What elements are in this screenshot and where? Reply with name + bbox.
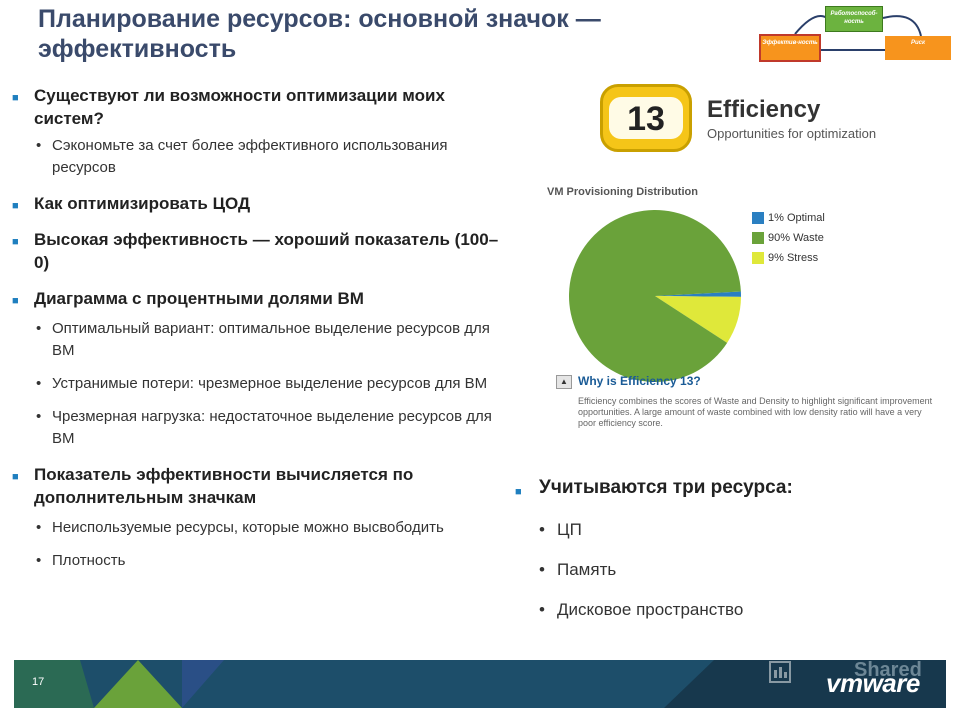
efficiency-score: 13 (627, 100, 665, 138)
legend-label: 1% Optimal (768, 212, 825, 224)
efficiency-score-badge: 13 (600, 84, 692, 152)
pie-slice-optimal (655, 291, 741, 297)
chart-title: VM Provisioning Distribution (547, 186, 698, 198)
mini-box-risk: Риск (885, 36, 951, 60)
mini-diagram: Работоспособ-ность Эффектив-ность Риск (755, 4, 960, 64)
legend-label: 9% Stress (768, 252, 819, 264)
pie-slice-waste (569, 209, 741, 382)
dot-bullet-icon: • (36, 408, 42, 425)
square-bullet-icon: ■ (515, 486, 522, 498)
square-bullet-icon: ■ (12, 200, 19, 212)
bullet-5: ■ Показатель эффективности вычисляется по… (12, 465, 414, 507)
vmware-logo: vmware (826, 668, 920, 698)
why-efficiency-toggle[interactable]: ▲ Why is Efficiency 13? (556, 374, 701, 389)
sub-bullet: • Устранимые потери: чрезмерное выделение… (12, 373, 502, 395)
sub-bullet: • Сэкономьте за счет более эффективного и… (36, 137, 448, 176)
bullet-1: ■ Существуют ли возможности оптимизации м… (12, 86, 445, 128)
bullet-2: ■ Как оптимизировать ЦОД (12, 192, 502, 215)
legend-item: 1% Optimal (752, 210, 825, 230)
dot-bullet-icon: • (539, 520, 545, 539)
footer-bar: 17 Shared vmware (14, 660, 946, 708)
efficiency-title: Efficiency (707, 96, 821, 123)
shared-watermark: Shared (854, 660, 922, 681)
page-number: 17 (32, 676, 45, 688)
why-efficiency-text: Efficiency combines the scores of Waste … (578, 396, 933, 428)
legend-item: 9% Stress (752, 250, 825, 270)
mini-diagram-connectors (794, 15, 922, 51)
efficiency-subtitle: Opportunities for optimization (707, 126, 877, 141)
mini-box-health: Работоспособ-ность (825, 6, 883, 32)
bullet-4: ■ Диаграмма с процентными долями ВМ (12, 287, 502, 310)
legend-swatch (752, 252, 764, 264)
resource-item: • Память (515, 550, 945, 590)
sub-bullet: • Плотность (12, 550, 502, 572)
dot-bullet-icon: • (539, 600, 545, 619)
legend-label: 90% Waste (768, 232, 824, 244)
dot-bullet-icon: • (36, 320, 42, 337)
resource-item: • Дисковое пространство (515, 590, 945, 630)
pie-chart (569, 209, 741, 382)
slide-title: Планирование ресурсов: основной значок —… (38, 5, 601, 63)
dot-bullet-icon: • (36, 137, 42, 154)
collapse-arrow-icon[interactable]: ▲ (556, 374, 572, 389)
pie-slice-stress (655, 296, 741, 343)
footer-decoration (14, 660, 946, 708)
chart-legend: 1% Optimal 90% Waste 9% Stress (752, 210, 825, 270)
right-bullet-list: ■ Учитываются три ресурса: • ЦП • Память • Д… (515, 474, 945, 630)
sub-bullet: • Чрезмерная нагрузка: недостаточное выде… (36, 408, 492, 447)
bullet-3: ■ Высокая эффективность — хороший показат… (12, 230, 499, 272)
legend-item: 90% Waste (752, 230, 825, 250)
dot-bullet-icon: • (36, 519, 42, 536)
dot-bullet-icon: • (539, 560, 545, 579)
share-icon (769, 661, 791, 683)
sub-bullet: • Неиспользуемые ресурсы, которые можно в… (12, 517, 502, 539)
square-bullet-icon: ■ (12, 236, 19, 248)
square-bullet-icon: ■ (12, 471, 19, 483)
left-bullet-list: ■ Существуют ли возможности оптимизации м… (12, 84, 502, 572)
resource-item: • ЦП (515, 510, 945, 550)
legend-swatch (752, 212, 764, 224)
dot-bullet-icon: • (36, 552, 42, 569)
mini-box-efficiency: Эффектив-ность (759, 34, 821, 62)
legend-swatch (752, 232, 764, 244)
sub-bullet: • Оптимальный вариант: оптимальное выделе… (36, 320, 490, 359)
dot-bullet-icon: • (36, 375, 42, 392)
resources-heading: ■ Учитываются три ресурса: (515, 474, 945, 502)
square-bullet-icon: ■ (12, 92, 19, 104)
square-bullet-icon: ■ (12, 295, 19, 307)
